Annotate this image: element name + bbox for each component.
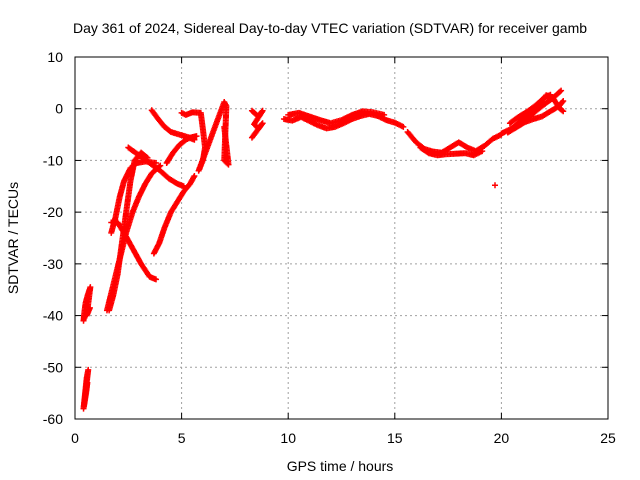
y-tick-label: 10 — [47, 49, 63, 65]
data-point — [249, 133, 256, 140]
data-point — [248, 134, 255, 141]
y-tick-label: -40 — [43, 308, 63, 324]
y-tick-label: -20 — [43, 204, 63, 220]
x-tick-label: 25 — [600, 430, 616, 446]
x-tick-label: 0 — [71, 430, 79, 446]
data-point — [193, 133, 200, 140]
y-axis-label: SDTVAR / TECUs — [5, 182, 21, 294]
x-tick-label: 5 — [178, 430, 186, 446]
data-points — [80, 87, 567, 412]
y-tick-label: -10 — [43, 152, 63, 168]
axis-ticks: 0 5 10 15 20 25 -60 -50 -40 -30 -20 -10 0 10 — [43, 49, 616, 446]
data-point — [191, 172, 198, 179]
data-point — [86, 304, 93, 311]
x-axis-label: GPS time / hours — [287, 458, 394, 474]
y-tick-label: -30 — [43, 256, 63, 272]
y-tick-label: -50 — [43, 359, 63, 375]
y-tick-label: -60 — [43, 411, 63, 427]
data-point — [400, 123, 407, 130]
data-point — [559, 98, 566, 105]
chart-title: Day 361 of 2024, Sidereal Day-to-day VTE… — [73, 20, 587, 36]
data-point — [547, 91, 554, 98]
data-point — [558, 87, 565, 94]
data-point — [221, 123, 228, 130]
data-point — [492, 182, 499, 189]
x-tick-label: 15 — [387, 430, 403, 446]
plot-frame — [74, 56, 609, 420]
data-point — [557, 88, 564, 95]
data-point — [156, 163, 163, 170]
data-point — [559, 107, 566, 114]
data-point — [153, 276, 160, 283]
x-tick-label: 10 — [280, 430, 296, 446]
data-point — [560, 97, 567, 104]
data-point — [381, 111, 388, 118]
x-tick-label: 20 — [494, 430, 510, 446]
y-tick-label: 0 — [55, 101, 63, 117]
data-point — [479, 148, 486, 155]
data-point — [560, 108, 567, 115]
data-point — [157, 162, 164, 169]
data-point — [84, 379, 91, 386]
